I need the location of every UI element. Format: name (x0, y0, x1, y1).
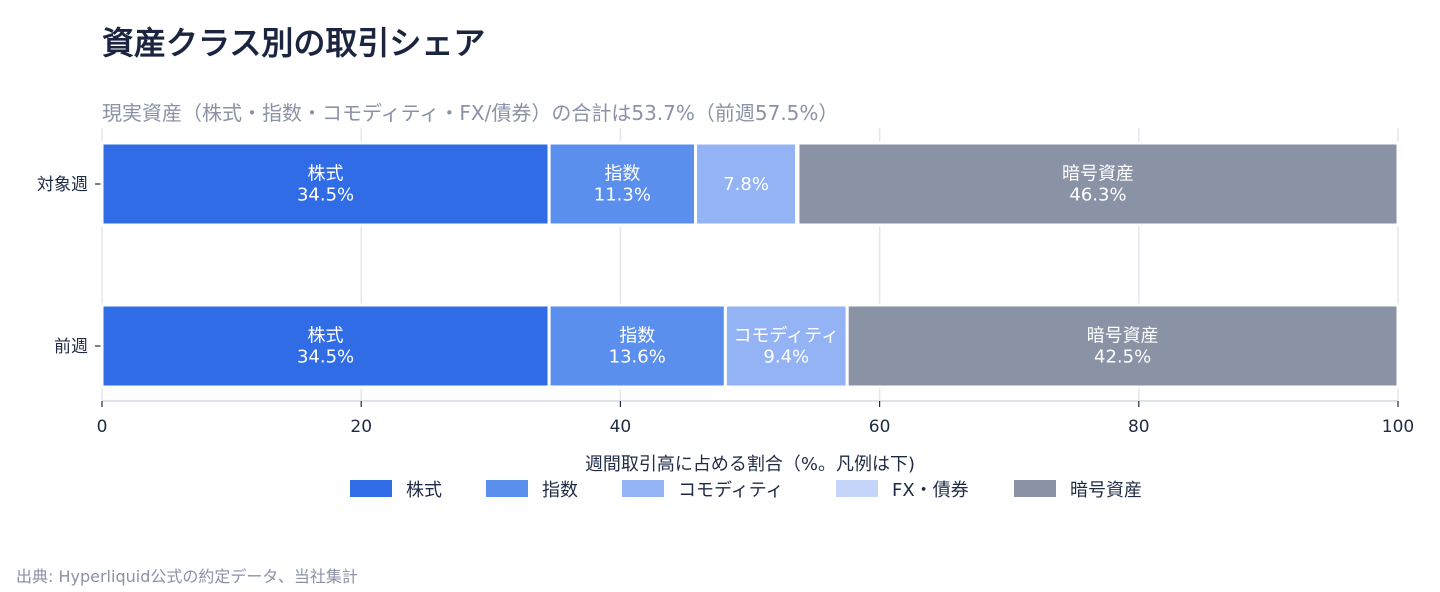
y-tick-label: 対象週 (37, 175, 88, 195)
data-label: コモディティ 9.4% (733, 326, 839, 368)
legend-entry: FX・債券 (892, 480, 969, 501)
x-axis-label: 週間取引高に占める割合（%。凡例は下) (585, 454, 915, 475)
bar-segment (845, 303, 1400, 389)
legend-swatch (622, 480, 664, 497)
x-tick-label: 0 (97, 417, 108, 437)
legend-swatch (1014, 480, 1056, 497)
data-label: 暗号資産 42.5% (1087, 326, 1159, 368)
x-tick-label: 100 (1382, 417, 1414, 437)
x-tick-label: 40 (610, 417, 632, 437)
bar-segment (694, 141, 799, 227)
bar-segment (723, 303, 849, 389)
bar-row: 株式 34.5% 指数 13.6% コモディティ 9.4% 暗号資産 42.5% (100, 303, 1400, 389)
chart-subtitle: 現実資産（株式・指数・コモディティ・FX/債券）の合計は53.7%（前週57.5… (102, 101, 838, 125)
legend-swatch (486, 480, 528, 497)
chart-title: 資産クラス別の取引シェア (102, 24, 485, 62)
legend: 株式 指数 コモディティ FX・債券 暗号資産 (350, 480, 1142, 501)
legend-swatch (836, 480, 878, 497)
legend-entry: 暗号資産 (1070, 480, 1142, 501)
data-label: 株式 34.5% (297, 164, 354, 206)
data-label: 7.8% (723, 174, 769, 195)
legend-entry: コモディティ (678, 480, 784, 501)
data-label: 暗号資産 46.3% (1062, 164, 1134, 206)
data-label: 指数 11.3% (594, 164, 651, 206)
data-label: 指数 13.6% (609, 326, 666, 368)
legend-entry: 株式 (406, 480, 442, 501)
legend-swatch (350, 480, 392, 497)
bar-segment (796, 141, 1400, 227)
bar-segment (547, 303, 727, 389)
legend-entry: 指数 (542, 480, 578, 501)
data-label: 株式 34.5% (297, 326, 354, 368)
x-tick-label: 60 (869, 417, 891, 437)
x-tick-label: 20 (350, 417, 372, 437)
y-tick-label: 前週 (54, 337, 88, 357)
source-note: 出典: Hyperliquid公式の約定データ、当社集計 (16, 567, 358, 586)
bar-row: 株式 34.5% 指数 11.3% 7.8% 暗号資産 46.3% (100, 141, 1400, 227)
x-tick-label: 80 (1128, 417, 1150, 437)
bar-segment (100, 303, 551, 389)
bar-segment (100, 141, 551, 227)
